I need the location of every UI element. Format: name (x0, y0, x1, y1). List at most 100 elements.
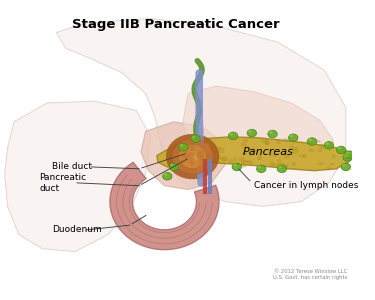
Circle shape (188, 144, 191, 147)
Circle shape (176, 160, 181, 165)
Ellipse shape (218, 156, 221, 159)
Ellipse shape (163, 172, 172, 180)
Ellipse shape (196, 162, 200, 165)
Circle shape (204, 148, 209, 153)
Circle shape (183, 153, 188, 158)
Text: Pancreatic
duct: Pancreatic duct (39, 173, 87, 193)
Ellipse shape (320, 144, 324, 148)
Ellipse shape (292, 149, 299, 153)
Ellipse shape (243, 161, 248, 163)
Polygon shape (5, 101, 150, 251)
Ellipse shape (292, 162, 296, 166)
Circle shape (195, 151, 201, 156)
Ellipse shape (273, 154, 277, 157)
Text: Stage IIB Pancreatic Cancer: Stage IIB Pancreatic Cancer (72, 18, 279, 32)
Ellipse shape (249, 161, 252, 165)
Ellipse shape (171, 160, 176, 162)
Ellipse shape (222, 157, 228, 160)
Ellipse shape (257, 158, 261, 160)
Ellipse shape (345, 151, 354, 158)
Polygon shape (157, 137, 350, 171)
Ellipse shape (330, 163, 334, 165)
Ellipse shape (251, 148, 255, 152)
Ellipse shape (170, 164, 174, 166)
Ellipse shape (346, 152, 350, 154)
Ellipse shape (192, 135, 195, 138)
Ellipse shape (269, 152, 272, 157)
Ellipse shape (269, 131, 273, 134)
Ellipse shape (228, 160, 233, 164)
Ellipse shape (228, 132, 238, 140)
Ellipse shape (219, 148, 224, 153)
Ellipse shape (222, 158, 226, 161)
Ellipse shape (172, 139, 213, 174)
Polygon shape (183, 86, 334, 171)
Ellipse shape (232, 163, 242, 171)
Ellipse shape (192, 149, 196, 152)
Ellipse shape (178, 145, 207, 169)
Ellipse shape (246, 160, 252, 162)
Polygon shape (110, 162, 219, 250)
Ellipse shape (266, 140, 270, 145)
Circle shape (205, 148, 211, 153)
Ellipse shape (307, 138, 317, 145)
Circle shape (186, 145, 191, 149)
Circle shape (199, 150, 204, 155)
Ellipse shape (278, 163, 284, 166)
Circle shape (198, 165, 203, 170)
Ellipse shape (284, 154, 290, 158)
Ellipse shape (343, 154, 352, 161)
Circle shape (184, 157, 188, 160)
Ellipse shape (234, 157, 236, 161)
Ellipse shape (268, 130, 277, 138)
Ellipse shape (309, 149, 314, 152)
Ellipse shape (241, 161, 246, 164)
Ellipse shape (325, 142, 329, 145)
Circle shape (207, 159, 210, 162)
Ellipse shape (256, 165, 266, 172)
Ellipse shape (238, 158, 245, 161)
Ellipse shape (198, 142, 202, 146)
Circle shape (190, 146, 194, 151)
Circle shape (190, 163, 194, 166)
Circle shape (204, 143, 210, 149)
Ellipse shape (318, 149, 322, 152)
Ellipse shape (278, 166, 282, 168)
Ellipse shape (258, 166, 261, 168)
Ellipse shape (166, 134, 219, 179)
Ellipse shape (324, 142, 334, 149)
Ellipse shape (277, 165, 286, 172)
Ellipse shape (269, 161, 273, 166)
Ellipse shape (247, 129, 256, 137)
Ellipse shape (261, 138, 267, 143)
Circle shape (183, 153, 189, 159)
Ellipse shape (240, 164, 247, 167)
Ellipse shape (318, 162, 324, 164)
Circle shape (197, 154, 203, 160)
Ellipse shape (341, 163, 351, 171)
Ellipse shape (233, 164, 237, 166)
Circle shape (180, 160, 184, 164)
Ellipse shape (298, 155, 304, 157)
Ellipse shape (185, 150, 200, 163)
Circle shape (185, 150, 189, 154)
Ellipse shape (290, 146, 294, 149)
Polygon shape (56, 18, 346, 206)
Circle shape (180, 154, 185, 159)
Ellipse shape (303, 154, 306, 158)
Ellipse shape (338, 147, 341, 149)
Circle shape (199, 162, 205, 168)
Ellipse shape (283, 164, 289, 167)
Circle shape (200, 154, 205, 160)
Ellipse shape (258, 155, 262, 159)
Ellipse shape (288, 134, 298, 142)
Polygon shape (141, 122, 225, 190)
Ellipse shape (248, 130, 252, 133)
Circle shape (196, 151, 204, 158)
Ellipse shape (243, 139, 248, 142)
Ellipse shape (344, 154, 348, 157)
Ellipse shape (277, 141, 281, 144)
Ellipse shape (229, 133, 233, 135)
Ellipse shape (181, 146, 187, 149)
Ellipse shape (216, 147, 221, 149)
